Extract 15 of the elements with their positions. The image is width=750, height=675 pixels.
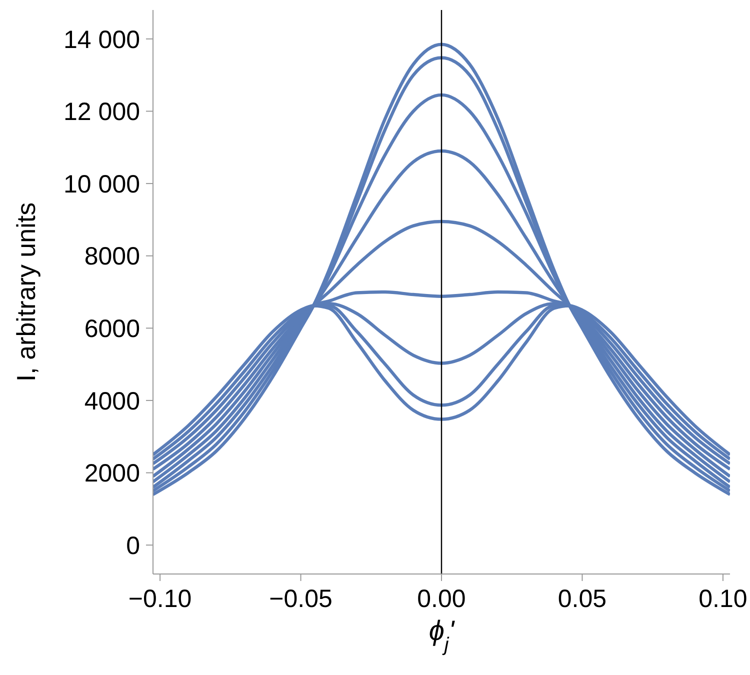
y-tick-label: 10 000 <box>64 170 140 198</box>
y-tick-label: 0 <box>126 532 140 560</box>
x-tick-label: 0.00 <box>417 584 466 613</box>
x-tick-label: 0.10 <box>698 584 748 613</box>
x-tick-label: −0.05 <box>269 584 332 613</box>
x-axis-title: ϕ$_{j}$' <box>428 615 456 656</box>
y-axis-title: I, arbitrary units <box>11 202 42 382</box>
y-tick-label: 4000 <box>84 387 140 416</box>
y-tick-label: 14 000 <box>64 26 140 54</box>
x-tick-label: −0.10 <box>128 584 192 613</box>
y-tick-label: 6000 <box>84 315 140 344</box>
y-tick-label: 8000 <box>84 242 140 271</box>
x-tick-label: 0.05 <box>558 584 607 613</box>
y-tick-label: 12 000 <box>64 98 140 126</box>
y-tick-label: 2000 <box>84 460 140 488</box>
